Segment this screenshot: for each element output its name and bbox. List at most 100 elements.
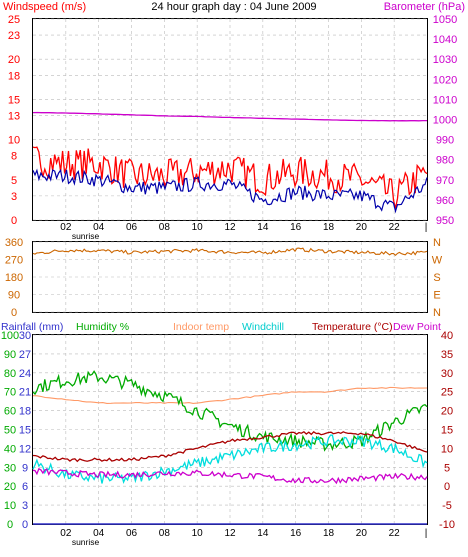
barometer-tick-label: 1010 [433,94,457,106]
windspeed-tick-label: 3 [11,191,17,203]
weather-xtick-end: | [425,528,428,539]
humidity-tick-label: 90 [4,349,16,361]
wind-xtick-label: 18 [323,222,335,233]
windspeed-tick-label: 8 [11,151,17,163]
weather-panel-frame [32,334,428,525]
legend-temperature: Temperature (°C) [312,321,393,333]
humidity-tick-label: 30 [4,462,16,474]
windspeed-axis-title: Windspeed (m/s) [3,1,86,13]
dew-point-line [32,467,428,485]
windspeed-line [32,146,428,209]
barometer-tick-label: 1030 [433,54,457,66]
rainfall-tick-label: 6 [22,481,28,493]
wind-xtick-label: 02 [60,222,72,233]
windspeed-tick-label: 0 [11,215,17,227]
weather-xtick-label: 12 [224,528,236,539]
windspeed-tick-label: 18 [8,70,20,82]
humidity-tick-label: 40 [4,443,16,455]
rainfall-tick-label: 15 [19,425,31,437]
direction-compass-label: E [433,290,440,302]
barometer-axis-title: Barometer (hPa) [384,1,465,13]
weather-sunrise-label: sunrise [72,537,100,547]
wind-xtick-label: 04 [93,222,105,233]
weather-xtick-label: 10 [192,528,204,539]
humidity-tick-label: 20 [4,481,16,493]
rainfall-tick-label: 30 [19,330,31,342]
humidity-line [32,370,428,452]
windspeed-tick-label: 25 [8,14,20,26]
temperature-line [32,430,428,463]
weather-xtick-label: 04 [93,528,105,539]
rainfall-tick-label: 12 [19,443,31,455]
weather-xtick-label: 14 [257,528,269,539]
windspeed-tick-label: 10 [8,135,20,147]
weather-xtick-label: 18 [323,528,335,539]
direction-line [32,247,428,257]
temperature-tick-label: 10 [441,443,453,455]
direction-panel-frame [32,241,428,313]
rainfall-tick-label: 24 [19,368,31,380]
weather-xtick-label: 20 [356,528,368,539]
direction-compass-label: N [433,237,441,249]
rainfall-tick-label: 0 [22,519,28,531]
wind-xtick-label: 08 [159,222,171,233]
direction-compass-label: S [433,272,440,284]
barometer-tick-label: 1050 [433,14,457,26]
legend-windchill: Windchill [242,321,284,333]
barometer-tick-label: 960 [436,195,454,207]
wind-xtick-label: 12 [224,222,236,233]
wind-xtick-label: 16 [290,222,302,233]
weather-xtick-label: 22 [389,528,401,539]
temperature-tick-label: 35 [441,349,453,361]
humidity-tick-label: 10 [4,500,16,512]
rainfall-tick-label: 27 [19,349,31,361]
rainfall-tick-label: 3 [22,500,28,512]
wind-panel-frame [32,18,428,221]
barometer-tick-label: 990 [436,135,454,147]
humidity-tick-label: 70 [4,387,16,399]
temperature-tick-label: 30 [441,368,453,380]
temperature-tick-label: 5 [444,462,450,474]
legend-humidity: Humidity % [76,321,129,333]
wind-xtick-label: 20 [356,222,368,233]
barometer-tick-label: 1020 [433,74,457,86]
barometer-line [32,111,427,122]
temperature-tick-label: 25 [441,387,453,399]
wind-xtick-label: 10 [192,222,204,233]
wind-sunrise-label: sunrise [72,231,100,241]
barometer-tick-label: 970 [436,175,454,187]
legend-indoor-temp: Indoor temp [173,321,229,333]
direction-tick-label: 270 [5,255,23,267]
rainfall-tick-label: 21 [19,387,31,399]
humidity-tick-label: 100 [1,330,19,342]
temperature-tick-label: 40 [441,330,453,342]
legend-rainfall: Rainfall (mm) [1,321,63,333]
direction-tick-label: 0 [11,307,17,319]
windspeed-tick-label: 13 [8,110,20,122]
direction-compass-label: N [433,307,441,319]
humidity-tick-label: 50 [4,425,16,437]
wind-average-line [32,168,428,214]
barometer-tick-label: 950 [436,215,454,227]
windspeed-tick-label: 5 [11,175,17,187]
wind-xtick-label: 14 [257,222,269,233]
humidity-tick-label: 0 [7,519,13,531]
indoor-temp-line [32,386,428,404]
rainfall-tick-label: 9 [22,462,28,474]
rainfall-tick-label: 18 [19,406,31,418]
weather-xtick-label: 06 [126,528,138,539]
legend-dew-point: Dew Point [393,321,441,333]
direction-tick-label: 180 [5,272,23,284]
graph-title: 24 hour graph day : 04 June 2009 [151,1,316,13]
wind-xtick-end: | [425,222,428,233]
temperature-tick-label: 0 [444,481,450,493]
wind-xtick-label: 06 [126,222,138,233]
direction-compass-label: W [432,255,443,267]
barometer-tick-label: 980 [436,155,454,167]
weather-xtick-label: 02 [60,528,72,539]
windspeed-tick-label: 23 [8,30,20,42]
direction-tick-label: 360 [5,237,23,249]
temperature-tick-label: -10 [439,519,455,531]
temperature-tick-label: -5 [442,500,452,512]
